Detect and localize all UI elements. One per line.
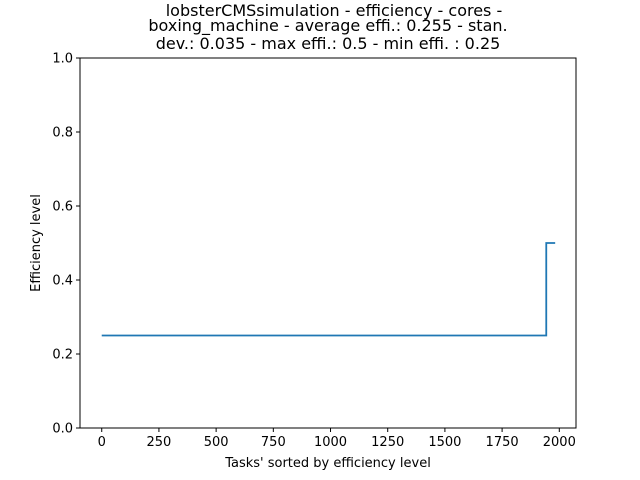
x-tick-label: 1000 — [314, 435, 347, 450]
y-tick-label: 0.6 — [52, 200, 73, 215]
x-tick-label: 0 — [98, 435, 106, 450]
x-tick-label: 1750 — [486, 435, 519, 450]
y-tick-label: 0.4 — [52, 274, 73, 289]
x-tick-label: 500 — [204, 435, 229, 450]
y-tick-label: 0.8 — [52, 126, 73, 141]
chart-title-line-2: boxing_machine - average effi.: 0.255 - … — [148, 16, 507, 36]
chart-title-line-3: dev.: 0.035 - max effi.: 0.5 - min effi.… — [156, 34, 501, 53]
x-axis-label: Tasks' sorted by efficiency level — [224, 456, 431, 471]
y-axis-ticks: 0.0 0.2 0.4 0.6 0.8 1.0 — [52, 52, 80, 437]
plot-frame — [79, 57, 577, 429]
series-line — [101, 242, 556, 337]
x-tick-label: 2000 — [543, 435, 576, 450]
chart-title-line-1: lobsterCMSsimulation - efficiency - core… — [166, 1, 503, 20]
x-tick-label: 1250 — [371, 435, 404, 450]
y-tick-label: 0.2 — [52, 348, 73, 363]
y-tick-label: 0.0 — [52, 422, 73, 437]
x-tick-label: 1500 — [428, 435, 461, 450]
x-axis-ticks: 0 250 500 750 1000 1250 1500 1750 2000 — [98, 428, 576, 450]
series-layer — [101, 242, 556, 337]
chart-title: lobsterCMSsimulation - efficiency - core… — [148, 1, 507, 53]
x-tick-label: 250 — [147, 435, 172, 450]
y-tick-label: 1.0 — [52, 52, 73, 67]
x-tick-label: 750 — [261, 435, 286, 450]
y-axis-label: Efficiency level — [29, 194, 44, 292]
plot-area — [79, 57, 577, 429]
